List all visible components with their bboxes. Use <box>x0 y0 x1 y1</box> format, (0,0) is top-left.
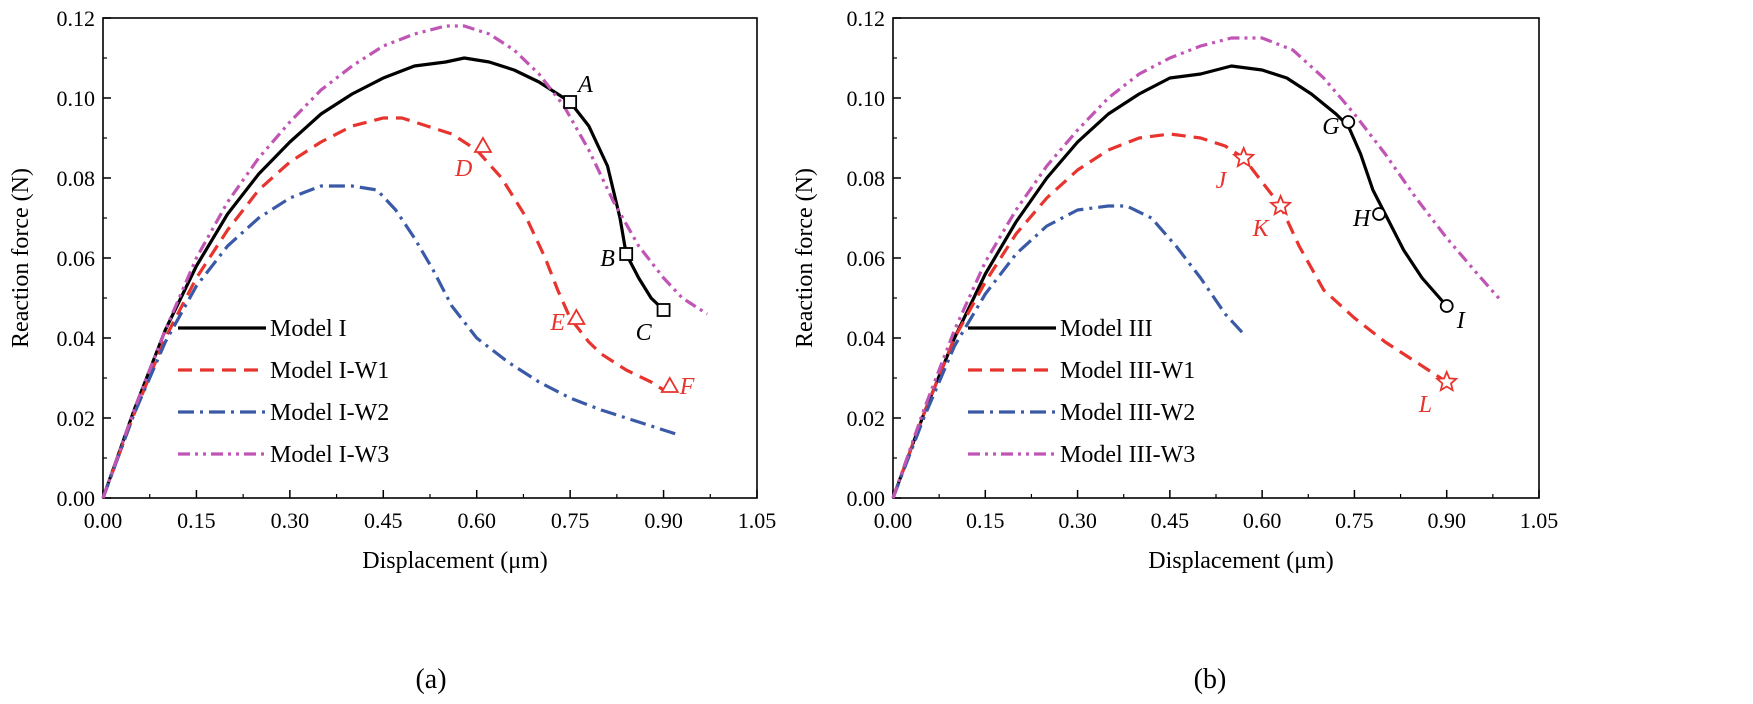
x-tick-label: 0.90 <box>644 508 683 533</box>
x-tick-label: 0.45 <box>1151 508 1190 533</box>
x-tick-label: 0.30 <box>271 508 310 533</box>
marker-star <box>1268 193 1293 216</box>
x-tick-label: 0.60 <box>457 508 496 533</box>
marker-square <box>619 247 634 261</box>
series-line <box>101 56 665 499</box>
y-tick-label: 0.06 <box>847 246 886 271</box>
x-tick-label: 0.75 <box>1335 508 1374 533</box>
y-tick-label: 0.10 <box>57 86 96 111</box>
x-tick-label: 0.75 <box>551 508 590 533</box>
series-line <box>101 116 665 499</box>
point-label: K <box>1252 216 1271 242</box>
y-tick-label: 0.10 <box>847 86 886 111</box>
y-tick-label: 0.00 <box>57 486 96 511</box>
legend-label: Model III-W2 <box>1060 400 1195 426</box>
y-tick-label: 0.08 <box>847 166 886 191</box>
y-tick-label: 0.06 <box>57 246 96 271</box>
marker-circle <box>1439 299 1454 313</box>
series-line <box>891 36 1504 499</box>
chart-panel-a: 0.00 0.15 0.30 0.45 0.60 0.75 0.90 1.05 0.00 0.02… <box>8 6 776 695</box>
legend-label: Model I-W2 <box>270 400 389 426</box>
y-tick-label: 0.04 <box>847 326 886 351</box>
point-label: D <box>454 156 472 182</box>
y-tick-label: 0.12 <box>57 6 96 31</box>
x-tick-label: 0.00 <box>84 508 123 533</box>
x-tick-label: 0.30 <box>1058 508 1097 533</box>
point-label: G <box>1322 114 1339 140</box>
y-axis-title: Reaction force (N) <box>792 168 818 348</box>
legend-label: Model I-W1 <box>270 358 389 384</box>
y-tick-label: 0.02 <box>57 406 96 431</box>
marker-star <box>1231 145 1256 168</box>
panel-label: (b) <box>1194 664 1227 695</box>
point-label: C <box>636 320 653 346</box>
y-tick-label: 0.12 <box>847 6 886 31</box>
marker-star <box>1434 369 1459 392</box>
x-tick-label: 1.05 <box>1520 508 1559 533</box>
x-axis-title: Displacement (μm) <box>362 548 547 574</box>
series-line <box>891 64 1448 499</box>
x-tick-label: 0.60 <box>1243 508 1282 533</box>
x-tick-label: 0.15 <box>177 508 216 533</box>
series-line <box>101 24 709 499</box>
point-label: A <box>576 72 593 98</box>
series-line <box>101 184 677 499</box>
legend-label: Model I <box>270 316 347 342</box>
legend-label: Model I-W3 <box>270 442 389 468</box>
point-label: E <box>549 310 565 336</box>
legend-label: Model III-W3 <box>1060 442 1195 468</box>
marker-circle <box>1372 207 1386 221</box>
marker-square <box>656 303 671 317</box>
point-label: L <box>1418 392 1432 418</box>
legend-label: Model III <box>1060 316 1153 342</box>
marker-circle <box>1341 115 1356 129</box>
point-label: I <box>1456 308 1466 334</box>
series-line <box>891 204 1245 499</box>
y-tick-label: 0.00 <box>847 486 886 511</box>
plot-frame <box>892 17 1540 499</box>
x-axis-title: Displacement (μm) <box>1148 548 1333 574</box>
panel-label: (a) <box>415 664 446 695</box>
point-label: B <box>600 246 615 272</box>
marker-triangle <box>473 136 493 153</box>
marker-triangle <box>566 308 586 325</box>
legend-label: Model III-W1 <box>1060 358 1195 384</box>
y-tick-label: 0.04 <box>57 326 96 351</box>
x-tick-label: 0.45 <box>364 508 403 533</box>
x-tick-label: 0.15 <box>966 508 1005 533</box>
marker-square <box>563 95 578 109</box>
marker-triangle <box>660 376 680 393</box>
point-label: J <box>1216 168 1228 194</box>
y-axis-title: Reaction force (N) <box>8 168 34 348</box>
point-label: F <box>679 374 695 400</box>
y-tick-label: 0.02 <box>847 406 886 431</box>
chart-panel-b: 0.00 0.15 0.30 0.45 0.60 0.75 0.90 1.05 0.00 0.02… <box>792 6 1558 695</box>
x-tick-label: 1.05 <box>738 508 777 533</box>
x-tick-label: 0.90 <box>1427 508 1466 533</box>
y-tick-label: 0.08 <box>57 166 96 191</box>
series-line <box>891 132 1448 499</box>
point-label: H <box>1352 206 1372 232</box>
x-tick-label: 0.00 <box>874 508 913 533</box>
